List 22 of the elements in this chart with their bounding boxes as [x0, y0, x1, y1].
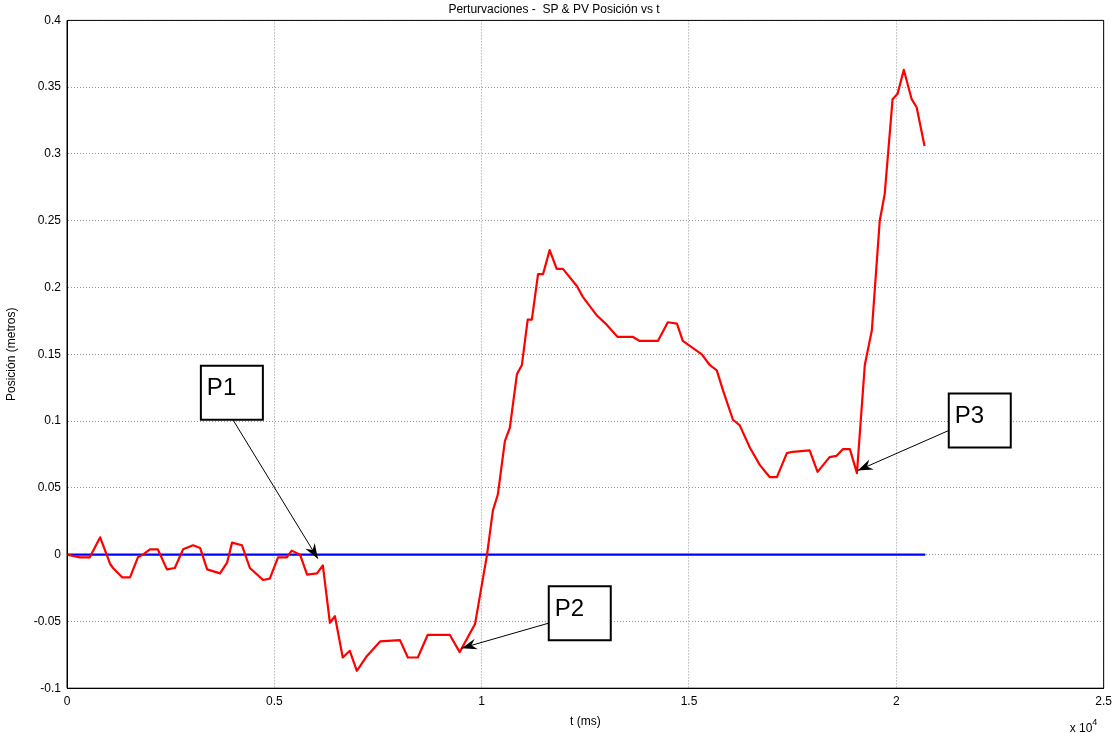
y-tick-label: 0.05: [37, 480, 62, 495]
y-tick-label: 0.2: [44, 279, 62, 294]
x-tick-label: 2.5: [1095, 693, 1113, 708]
annotation: P2: [554, 593, 585, 621]
x-tick-label: 0.5: [265, 693, 283, 708]
y-axis-title: Posición (metros): [3, 307, 18, 401]
y-tick-label: -0.1: [40, 680, 62, 695]
x-axis-title: t (ms): [570, 714, 601, 729]
y-tick-label: 0.35: [37, 79, 62, 94]
x-tick-label: 1.5: [680, 693, 698, 708]
y-tick-label: 0: [54, 546, 62, 561]
annotation: P1: [206, 373, 237, 401]
y-tick-label: 0.4: [44, 12, 62, 27]
y-tick-label: 0.15: [37, 346, 62, 361]
x-tick-label: 2: [892, 693, 900, 708]
y-tick-label: 0.3: [44, 146, 62, 161]
y-tick-label: 0.25: [37, 213, 62, 228]
x-tick-label: 1: [478, 693, 486, 708]
chart-title: Perturvaciones - SP & PV Posición vs t: [448, 1, 661, 16]
annotation: P3: [954, 401, 985, 429]
y-tick-label: 0.1: [44, 413, 62, 428]
y-tick-label: -0.05: [33, 613, 62, 628]
